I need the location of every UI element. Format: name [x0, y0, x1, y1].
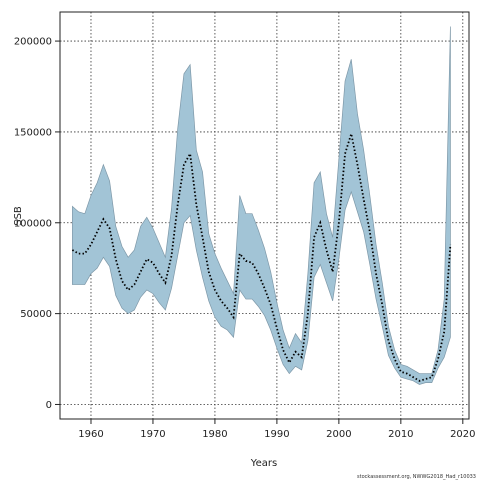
y-axis: 0 50000 100000 150000 200000 [14, 37, 60, 411]
x-tick-label: 2010 [388, 429, 413, 440]
ssb-estimate-line [71, 133, 452, 382]
confidence-band-layer [72, 26, 451, 385]
x-axis-title: Years [250, 458, 277, 469]
x-tick-label: 1990 [264, 429, 289, 440]
y-tick-label: 200000 [14, 37, 52, 48]
y-tick-label: 100000 [14, 218, 52, 229]
plot-frame [59, 11, 470, 420]
y-tick-label: 150000 [14, 127, 52, 138]
x-tick-label: 1980 [202, 429, 227, 440]
x-tick-label: 2000 [326, 429, 351, 440]
estimate-line-layer [71, 133, 452, 382]
y-axis-title: SSB [13, 206, 24, 226]
x-tick-label: 1970 [140, 429, 165, 440]
y-tick-label: 50000 [20, 309, 52, 320]
grid-lines [60, 12, 469, 419]
x-axis: 1960 1970 1980 1990 2000 2010 2020 [78, 419, 476, 440]
confidence-band [72, 26, 451, 385]
x-tick-label: 2020 [450, 429, 475, 440]
x-tick-label: 1960 [78, 429, 103, 440]
y-tick-label: 0 [46, 400, 52, 411]
credit-text: stockassessment.org, NWWG2018_Had_r10033 [357, 474, 476, 480]
